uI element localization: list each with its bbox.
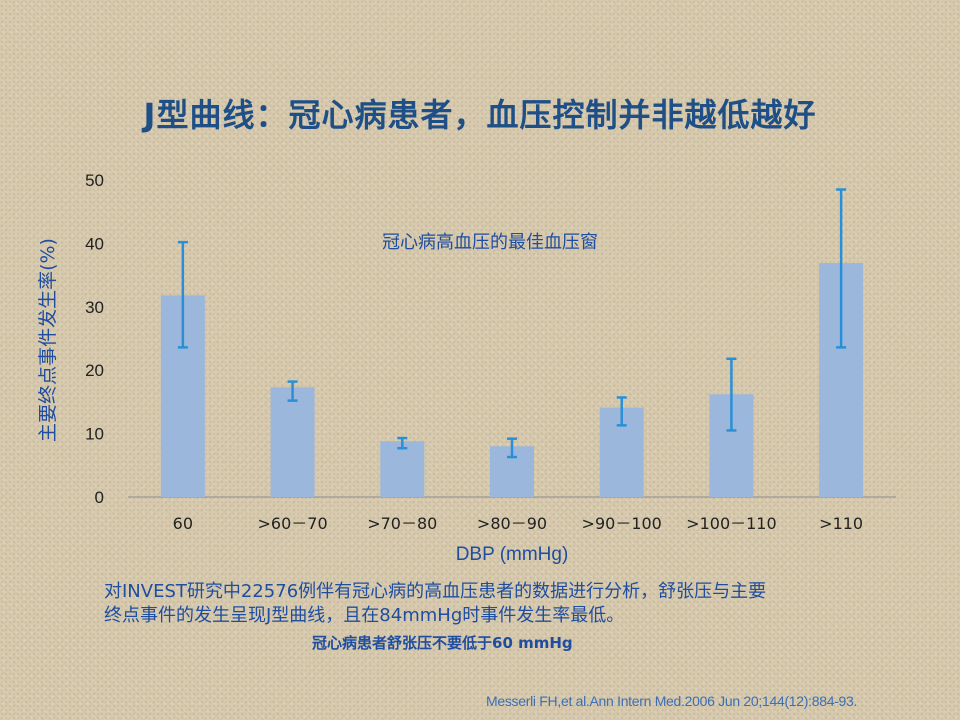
x-tick-label: >70－80 <box>367 514 437 533</box>
bar <box>380 441 425 497</box>
description: 对INVEST研究中22576例伴有冠心病的高血压患者的数据进行分析，舒张压与主… <box>104 580 904 628</box>
chart: 0 10 20 30 40 50 60 >60－70 >70－80 >80－90 >90－100 >… <box>37 171 896 565</box>
citation: Messerli FH,et al.Ann Intern Med.2006 Ju… <box>486 693 858 709</box>
x-tick-label: >110 <box>819 514 863 533</box>
y-tick-label: 50 <box>85 171 104 190</box>
y-axis-ticks: 0 10 20 30 40 50 <box>85 171 104 507</box>
key-message: 冠心病患者舒张压不要低于60 mmHg <box>312 634 573 652</box>
x-tick-label: >100－110 <box>686 514 777 533</box>
x-axis-ticks: 60 >60－70 >70－80 >80－90 >90－100 >100－110 >110 <box>173 514 863 533</box>
y-tick-label: 0 <box>95 488 104 507</box>
chart-annotation: 冠心病高血压的最佳血压窗 <box>382 232 598 253</box>
slide-title: J型曲线：冠心病患者，血压控制并非越低越好 <box>143 96 817 134</box>
x-axis-label: DBP (mmHg) <box>456 544 569 565</box>
description-line-2: 终点事件的发生呈现J型曲线，且在84mmHg时事件发生率最低。 <box>104 605 625 626</box>
y-tick-label: 30 <box>85 298 104 317</box>
y-tick-label: 40 <box>85 234 104 253</box>
bars <box>160 188 864 497</box>
x-tick-label: >90－100 <box>582 514 662 533</box>
y-tick-label: 20 <box>85 361 104 380</box>
bar <box>270 387 315 497</box>
x-tick-label: 60 <box>173 514 193 533</box>
y-tick-label: 10 <box>85 425 104 444</box>
y-axis-label: 主要终点事件发生率(%) <box>37 238 59 442</box>
x-tick-label: >60－70 <box>258 514 328 533</box>
description-line-1: 对INVEST研究中22576例伴有冠心病的高血压患者的数据进行分析，舒张压与主… <box>104 581 767 602</box>
x-tick-label: >80－90 <box>477 514 547 533</box>
